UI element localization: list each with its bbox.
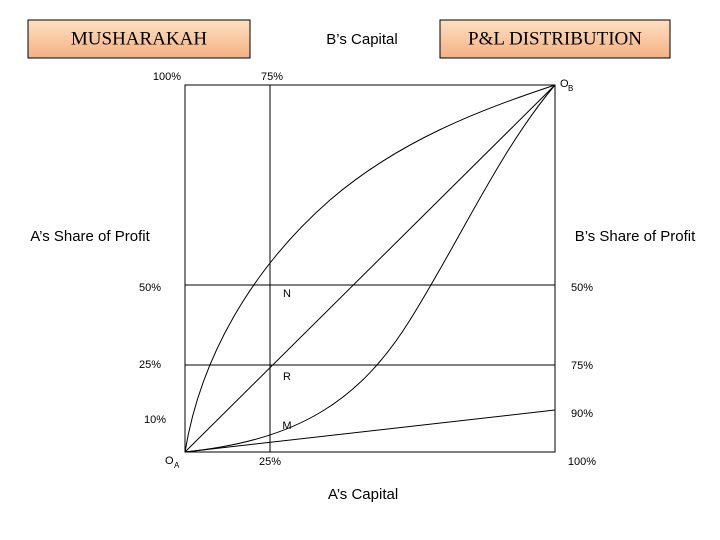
side-title: B’s Share of Profit [575,228,696,245]
diagonal [184,84,556,453]
bottom-label: 25% [259,456,281,468]
origin-b-sub: B [568,84,573,93]
left-label: 50% [139,282,161,294]
right-label: 50% [571,282,593,294]
right-title: P&L DISTRIBUTION [468,28,642,49]
bottom-label: 100% [568,456,596,468]
left-title: MUSHARAKAH [71,28,207,49]
point-label: R [283,371,291,383]
left-label: 10% [144,414,166,426]
horizontal-line [184,409,556,453]
center-title: B’s Capital [326,31,397,48]
right-label: 75% [571,360,593,372]
side-title: A’s Share of Profit [30,228,150,245]
point-label: M [282,420,291,432]
point-label: N [283,288,291,300]
origin-a: O [165,455,174,467]
lower-curve [184,84,556,453]
title-box [439,19,671,59]
right-label: 90% [571,408,593,420]
top-label: 75% [261,71,283,83]
box [184,84,556,453]
title-box [27,19,251,59]
origin-a-sub: A [174,461,180,470]
left-label: 25% [139,359,161,371]
upper-curve [184,84,556,453]
top-label: 100% [153,71,181,83]
origin-b: O [560,78,569,90]
x-title: A’s Capital [328,486,398,503]
